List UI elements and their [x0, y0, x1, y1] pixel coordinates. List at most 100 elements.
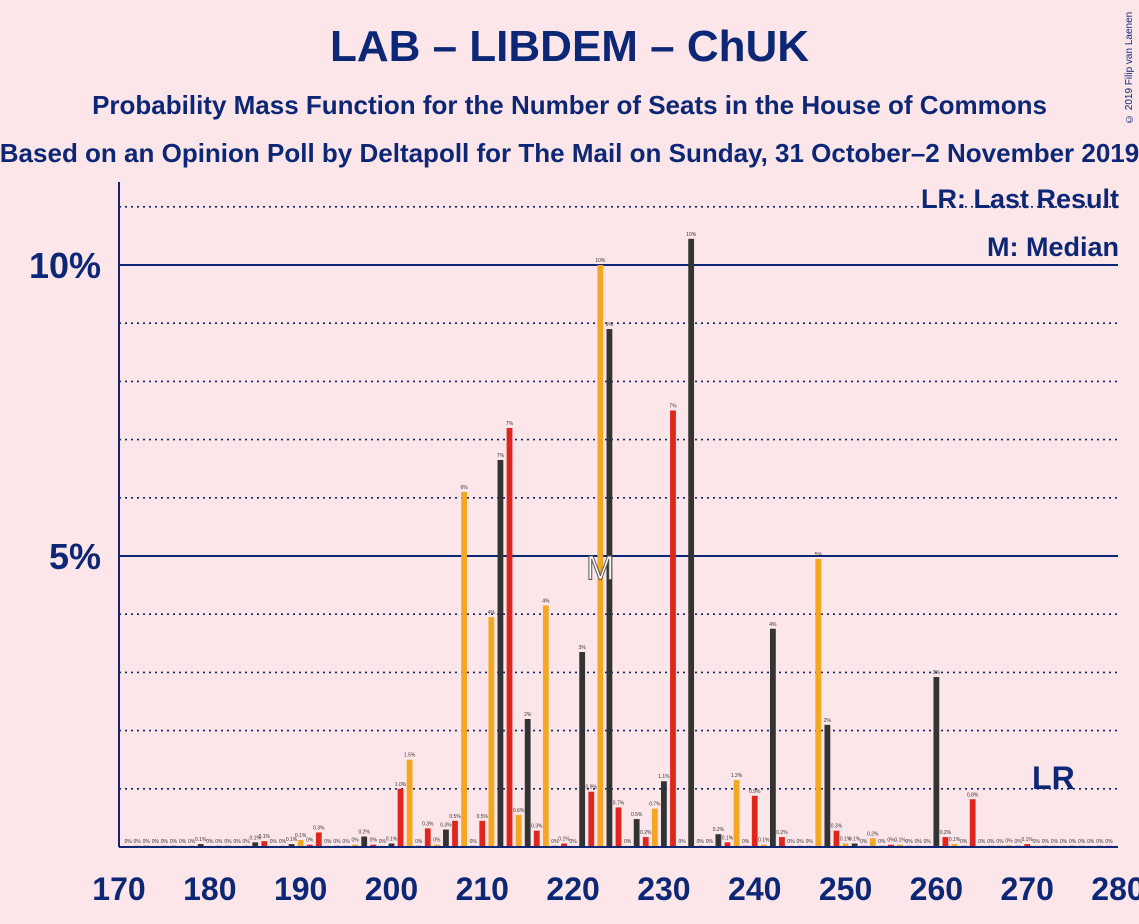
- bar-data-label: 0%: [379, 839, 387, 845]
- bar-data-label: 0%: [887, 838, 895, 844]
- bar-data-label: 0%: [415, 839, 423, 845]
- bar-data-label: 0%: [978, 839, 986, 845]
- x-tick-label: 240: [728, 871, 781, 907]
- bar-data-label: 0%: [860, 839, 868, 845]
- bar-data-label: 0%: [915, 839, 923, 845]
- bar-data-label: 0.1%: [1021, 837, 1033, 843]
- bar-data-label: 9%: [606, 322, 614, 328]
- bar-data-label: 0%: [143, 839, 151, 845]
- bar-data-label: 0%: [996, 839, 1004, 845]
- x-tick-label: 180: [183, 871, 236, 907]
- bar-data-label: 0%: [306, 838, 314, 844]
- bar-data-label: 0%: [1105, 839, 1113, 845]
- bar-data-label: 0%: [243, 839, 251, 845]
- bar-data-label: 0.1%: [295, 833, 307, 839]
- bar-data-label: 0.1%: [250, 835, 262, 841]
- bar: [842, 843, 849, 847]
- bar-data-label: 0.3%: [531, 824, 543, 830]
- bar-data-label: 0%: [215, 839, 223, 845]
- bar-data-label: 7%: [506, 421, 514, 427]
- bar: [888, 844, 894, 847]
- bar-data-label: 6%: [460, 485, 468, 491]
- x-tick-label: 280: [1091, 871, 1139, 907]
- bar-data-label: 0%: [470, 839, 478, 845]
- poll-source: Based on an Opinion Poll by Deltapoll fo…: [0, 138, 1139, 168]
- bar-data-label: 0%: [787, 839, 795, 845]
- bar-data-label: 0.7%: [649, 802, 661, 808]
- bar-data-label: 0%: [342, 839, 350, 845]
- bar-data-label: 0%: [797, 839, 805, 845]
- bar: [433, 844, 440, 847]
- bar-data-label: 7%: [497, 453, 505, 459]
- chart-subtitle: Probability Mass Function for the Number…: [92, 90, 1047, 120]
- bar-data-label: 0.8%: [967, 792, 979, 798]
- bar-data-label: 0%: [1096, 839, 1104, 845]
- bar-data-label: 0%: [924, 839, 932, 845]
- bar-data-label: 0%: [170, 839, 178, 845]
- bar-data-label: 0.5%: [631, 812, 643, 818]
- bar-data-label: 0%: [324, 839, 332, 845]
- bar-data-label: 2%: [824, 718, 832, 724]
- x-tick-label: 260: [910, 871, 963, 907]
- bar-data-label: 0%: [678, 839, 686, 845]
- bar: [715, 834, 722, 847]
- bar-data-label: 0.1%: [758, 838, 770, 844]
- bar-data-label: 3%: [933, 670, 941, 676]
- bar-data-label: 0%: [906, 839, 914, 845]
- bar-data-label: 0%: [551, 839, 559, 845]
- bar-data-label: 0%: [697, 839, 705, 845]
- bar-data-label: 0.2%: [776, 830, 788, 836]
- bar-data-label: 0%: [152, 839, 160, 845]
- x-tick-label: 190: [274, 871, 327, 907]
- legend-median: M: Median: [987, 232, 1119, 262]
- x-tick-label: 270: [1000, 871, 1053, 907]
- bar: [833, 830, 840, 847]
- bar-data-label: 0%: [706, 839, 714, 845]
- bar: [688, 238, 695, 847]
- bar: [397, 788, 404, 847]
- bar-data-label: 0.3%: [440, 823, 452, 829]
- bar-data-label: 0%: [233, 839, 241, 845]
- bar: [388, 843, 395, 847]
- x-tick-label: 170: [92, 871, 145, 907]
- bar: [733, 780, 740, 847]
- bar: [261, 841, 268, 847]
- bar: [597, 265, 604, 847]
- y-tick-label: 5%: [49, 536, 101, 577]
- bar-data-label: 0.2%: [359, 830, 371, 836]
- bar: [452, 820, 458, 847]
- bar: [615, 807, 622, 847]
- bar-data-label: 0%: [1042, 839, 1050, 845]
- bar: [315, 832, 322, 847]
- bar-data-label: 0.7%: [613, 800, 625, 806]
- bar-data-label: 0.3%: [422, 821, 434, 827]
- bar: [542, 605, 549, 847]
- bar-data-label: 0%: [1005, 838, 1013, 844]
- bar-data-label: 0.2%: [940, 830, 952, 836]
- bar-data-label: 0%: [370, 838, 378, 844]
- bar-data-label: 0.1%: [840, 837, 852, 843]
- bar: [297, 840, 304, 847]
- bar: [443, 829, 449, 847]
- bar: [724, 842, 731, 847]
- bar-data-label: 0%: [1033, 839, 1041, 845]
- bar-data-label: 1.0%: [395, 782, 407, 788]
- bar-data-label: 0%: [1060, 839, 1068, 845]
- x-tick-label: 210: [456, 871, 509, 907]
- bar: [651, 808, 658, 847]
- bar: [633, 819, 640, 847]
- last-result-marker: LR: [1032, 760, 1075, 796]
- bar-data-label: 5%: [815, 552, 823, 558]
- bar-data-label: 0%: [806, 839, 814, 845]
- bar: [252, 842, 259, 847]
- bar-data-label: 1.5%: [404, 753, 416, 759]
- bar-data-label: 10%: [595, 258, 606, 264]
- bar-data-label: 0%: [270, 839, 278, 845]
- bar-data-label: 0%: [624, 839, 632, 845]
- bar-data-label: 10%: [686, 232, 697, 238]
- bar-data-label: 0%: [206, 839, 214, 845]
- bar-data-label: 0.1%: [558, 837, 570, 843]
- bar: [869, 838, 876, 847]
- bar-data-label: 0.1%: [259, 834, 271, 840]
- bar-data-label: 2%: [524, 712, 532, 718]
